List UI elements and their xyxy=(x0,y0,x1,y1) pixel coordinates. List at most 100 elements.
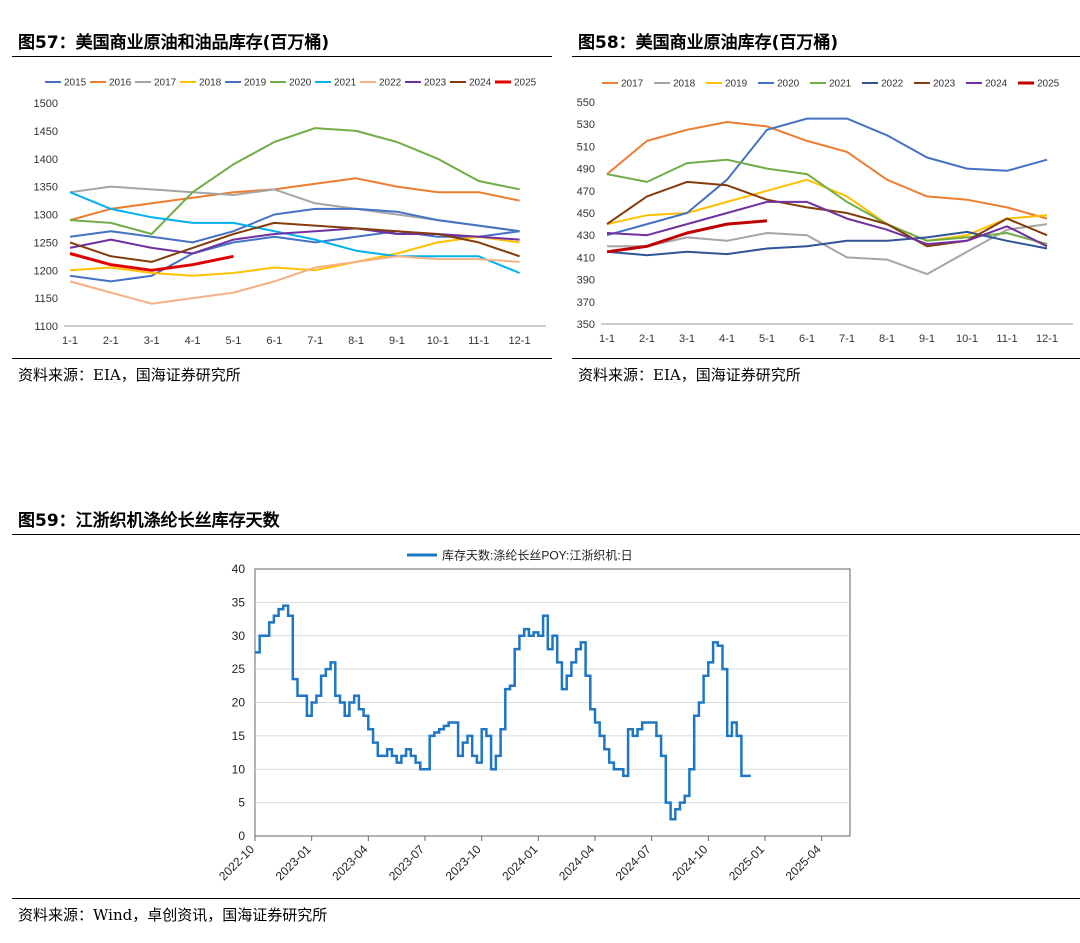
legend-label-2019: 2019 xyxy=(244,78,267,89)
legend-label-2017: 2017 xyxy=(621,79,644,90)
y-tick-label: 1150 xyxy=(34,293,58,305)
x-tick-label: 10-1 xyxy=(427,335,449,347)
y-tick-label: 410 xyxy=(577,252,595,264)
figure-58-source: 资料来源：EIA，国海证券研究所 xyxy=(578,366,801,384)
y-tick-label: 550 xyxy=(577,97,595,109)
x-tick-label: 3-1 xyxy=(144,335,160,347)
y-tick-label: 510 xyxy=(577,141,595,153)
series-line-2015 xyxy=(69,230,520,283)
figure-59-title: 图59：江浙织机涤纶长丝库存天数 xyxy=(18,511,280,531)
legend-label-2025: 2025 xyxy=(514,78,537,89)
x-tick-label: 2-1 xyxy=(639,333,655,345)
x-tick-label: 8-1 xyxy=(879,333,895,345)
legend-label-2022: 2022 xyxy=(379,78,402,89)
x-tick-label: 11-1 xyxy=(996,333,1017,345)
x-tick-label: 2024-01 xyxy=(499,842,540,883)
x-tick-label: 2024-04 xyxy=(556,842,597,883)
series-line-2020 xyxy=(606,117,1048,237)
y-tick-label: 430 xyxy=(577,230,595,242)
legend-label-2023: 2023 xyxy=(424,78,447,89)
x-tick-label: 2025-04 xyxy=(783,842,824,883)
x-tick-label: 10-1 xyxy=(956,333,978,345)
y-tick-label: 20 xyxy=(232,696,246,710)
legend-label-2015: 2015 xyxy=(64,78,87,89)
y-tick-label: 5 xyxy=(238,796,245,810)
series-line-inventory-days xyxy=(255,604,751,821)
series-line-2022 xyxy=(606,230,1048,257)
series-line-2024 xyxy=(69,221,520,263)
y-tick-label: 1100 xyxy=(34,321,58,333)
y-tick-label: 490 xyxy=(577,164,595,176)
figure-57-source: 资料来源：EIA，国海证券研究所 xyxy=(18,366,241,384)
series-line-2024 xyxy=(606,200,1048,248)
y-tick-label: 15 xyxy=(232,729,246,743)
legend-label-2018: 2018 xyxy=(673,79,696,90)
chart-jiangzhe-loom-polyester-filament-inventory-days: 0 5 10 15 20 25 30 35 40 2022-10 2023-01 2023-04 202… xyxy=(216,548,851,883)
x-tick-label: 7-1 xyxy=(307,335,323,347)
y-tick-label: 1450 xyxy=(34,126,58,138)
figure-59-bottom-rule xyxy=(12,898,1080,899)
legend-label-2025: 2025 xyxy=(1037,79,1060,90)
legend-label-2023: 2023 xyxy=(933,79,956,90)
figure-57-top-rule xyxy=(12,56,552,57)
x-tick-label: 1-1 xyxy=(599,333,615,345)
figure-58-bottom-rule xyxy=(572,358,1080,359)
series-line-2025 xyxy=(69,252,234,272)
x-tick-label: 2022-10 xyxy=(216,842,257,883)
y-tick-label: 1500 xyxy=(34,98,58,110)
y-tick-label: 30 xyxy=(232,629,246,643)
y-tick-label: 25 xyxy=(232,662,246,676)
y-tick-label: 390 xyxy=(577,275,595,287)
x-tick-label: 2023-10 xyxy=(443,842,484,883)
x-tick-label: 8-1 xyxy=(348,335,364,347)
x-tick-label: 4-1 xyxy=(185,335,201,347)
x-tick-label: 2023-01 xyxy=(273,842,314,883)
y-tick-label: 350 xyxy=(577,319,595,331)
legend-label-2017: 2017 xyxy=(154,78,177,89)
legend-label-2016: 2016 xyxy=(109,78,132,89)
series-line-2022 xyxy=(69,255,520,305)
y-tick-label: 530 xyxy=(577,119,595,131)
y-tick-label: 450 xyxy=(577,208,595,220)
x-tick-label: 5-1 xyxy=(759,333,775,345)
legend-label: 库存天数:涤纶长丝POY:江浙织机:日 xyxy=(442,548,633,563)
legend-label-2020: 2020 xyxy=(289,78,312,89)
x-tick-label: 2-1 xyxy=(103,335,119,347)
y-tick-label: 1250 xyxy=(34,237,58,249)
chart-us-commercial-crude-and-products-inventory: 2015 2016 2017 2018 2019 2020 2021 2022 2023 2024… xyxy=(34,78,546,347)
legend-label-2022: 2022 xyxy=(881,79,904,90)
legend-label-2021: 2021 xyxy=(829,79,852,90)
figure-59-source: 资料来源：Wind，卓创资讯，国海证券研究所 xyxy=(18,906,328,924)
legend-label-2024: 2024 xyxy=(469,78,492,89)
y-tick-label: 1350 xyxy=(34,182,58,194)
x-tick-label: 5-1 xyxy=(226,335,242,347)
series-line-2017 xyxy=(606,121,1048,220)
figure-57-bottom-rule xyxy=(12,358,552,359)
x-tick-label: 2024-07 xyxy=(613,842,654,883)
series-line-2016 xyxy=(69,177,520,222)
y-tick-label: 1200 xyxy=(34,265,58,277)
series-line-2019 xyxy=(69,207,520,244)
y-tick-label: 370 xyxy=(577,297,595,309)
x-tick-label: 3-1 xyxy=(679,333,695,345)
x-tick-label: 2023-04 xyxy=(329,842,370,883)
series-line-2018 xyxy=(69,235,520,277)
series-line-2020 xyxy=(69,127,520,235)
x-tick-label: 2023-07 xyxy=(386,842,427,883)
figure-59-top-rule xyxy=(12,534,1080,535)
y-tick-label: 10 xyxy=(232,762,246,776)
x-tick-label: 6-1 xyxy=(266,335,282,347)
figure-58-title: 图58：美国商业原油库存(百万桶) xyxy=(578,33,839,53)
legend-label-2024: 2024 xyxy=(985,79,1008,90)
legend-label-2021: 2021 xyxy=(334,78,357,89)
x-tick-label: 2025-01 xyxy=(726,842,767,883)
series-line-2025 xyxy=(606,219,768,254)
x-tick-label: 12-1 xyxy=(509,335,531,347)
y-tick-label: 1400 xyxy=(34,154,58,166)
x-tick-label: 7-1 xyxy=(839,333,855,345)
x-tick-label: 4-1 xyxy=(719,333,735,345)
x-tick-label: 11-1 xyxy=(468,335,489,347)
y-tick-label: 0 xyxy=(238,829,245,843)
series-line-2021 xyxy=(69,191,520,274)
figure-58-top-rule xyxy=(572,56,1080,57)
